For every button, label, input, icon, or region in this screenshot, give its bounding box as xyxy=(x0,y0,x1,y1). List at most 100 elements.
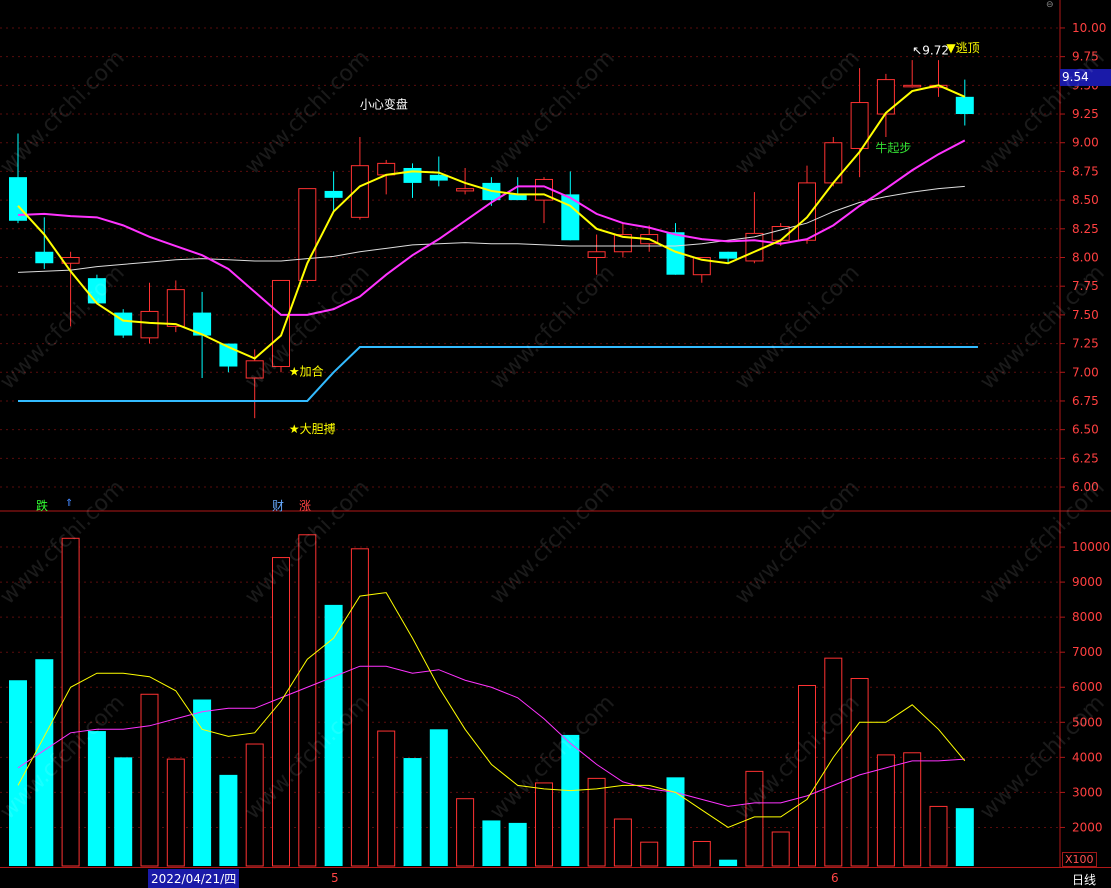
volume-tick-label: 7000 xyxy=(1072,645,1103,659)
candle-body-up xyxy=(692,257,711,276)
annotation-layer: 小心变盘 ★加合 ★大胆搏 牛起步 ↖9.72▼逃顶 xyxy=(289,41,980,436)
price-tick-label: 7.75 xyxy=(1072,279,1099,293)
candle-body-up xyxy=(456,188,475,192)
candle-body-up xyxy=(587,251,606,259)
candle-body-down xyxy=(719,251,738,259)
volume-bar-up xyxy=(377,730,396,867)
price-tick-label: 9.75 xyxy=(1072,50,1099,64)
volume-tick-label: 3000 xyxy=(1072,785,1103,799)
bottom-bar: 2022/04/21/四 5 6 日线 xyxy=(0,867,1111,888)
date-label: 2022/04/21/四 xyxy=(148,869,240,888)
candle-body-up xyxy=(245,360,264,379)
candle-body-up xyxy=(903,84,922,88)
volume-tick-label: 5000 xyxy=(1072,715,1103,729)
price-value-box: 9.54 xyxy=(1060,69,1111,86)
candle-body-down xyxy=(403,167,422,183)
period-label[interactable]: 日线 xyxy=(1072,873,1097,887)
volume-bar-up xyxy=(245,743,264,867)
candle-body-down xyxy=(87,278,106,304)
month-marker-5: 5 xyxy=(331,871,339,885)
volume-bar-up xyxy=(272,557,290,867)
volume-tick-label: 9000 xyxy=(1072,575,1103,589)
candle-body-down xyxy=(561,194,580,241)
volume-bar-up xyxy=(166,758,185,867)
support-line xyxy=(18,346,978,402)
price-tick-label: 8.00 xyxy=(1072,251,1099,265)
indicator-lines xyxy=(17,84,978,829)
volume-bar-up xyxy=(298,534,317,867)
volume-bar-down xyxy=(87,731,106,866)
blue-arrow-icon: ⇑ xyxy=(65,498,74,509)
volume-bar-up xyxy=(798,684,816,867)
price-tick-label: 6.50 xyxy=(1072,423,1099,437)
volume-bar-up xyxy=(350,548,369,867)
price-ma-white-line xyxy=(17,185,965,273)
volume-bar-down xyxy=(324,604,343,866)
price-tick-label: 7.50 xyxy=(1072,308,1099,322)
annotation-label: ★大胆搏 xyxy=(289,422,336,436)
price-tick-label: 9.00 xyxy=(1072,136,1099,150)
price-tick-label: 6.25 xyxy=(1072,451,1099,465)
window-close-icon[interactable]: ⊖ xyxy=(1046,0,1054,10)
price-tick-label: 6.00 xyxy=(1072,480,1099,494)
volume-tick-label: 4000 xyxy=(1072,750,1103,764)
signal-badge-zhang: 涨 xyxy=(299,499,312,513)
candle-body-down xyxy=(35,251,54,264)
volume-bar-down xyxy=(561,734,580,866)
candle-body-down xyxy=(324,190,343,198)
volume-bar-down xyxy=(955,808,974,866)
annotation-label: ▼逃顶 xyxy=(946,41,979,55)
price-tick-label: 10.00 xyxy=(1072,21,1106,35)
candle-body-up xyxy=(850,102,869,149)
price-tick-label: 9.25 xyxy=(1072,107,1099,121)
volume-unit-label: X100 xyxy=(1062,852,1097,867)
price-tick-label: 7.00 xyxy=(1072,365,1099,379)
volume-bar-down xyxy=(666,777,685,866)
price-tick-label: 8.75 xyxy=(1072,164,1099,178)
volume-ma-yellow-line xyxy=(17,592,966,829)
annotation-label: 小心变盘 xyxy=(360,96,408,111)
volume-tick-label: 10000 xyxy=(1072,540,1110,554)
volume-bar-up xyxy=(140,693,159,867)
volume-bar-down xyxy=(429,729,448,866)
price-value-label: 9.54 xyxy=(1062,70,1089,84)
price-tick-label: 7.25 xyxy=(1072,337,1099,351)
volume-bar-down xyxy=(219,774,238,866)
volume-bar-up xyxy=(587,777,606,867)
price-tick-label: 6.75 xyxy=(1072,394,1099,408)
volume-bar-down xyxy=(719,859,738,866)
candle-body-down xyxy=(666,232,685,275)
annotation-label: ↖9.72 xyxy=(912,43,949,57)
volume-bars xyxy=(9,534,974,867)
volume-bar-up xyxy=(824,657,843,867)
volume-bar-up xyxy=(745,770,764,867)
candle-body-up xyxy=(166,289,185,327)
volume-tick-label: 8000 xyxy=(1072,610,1103,624)
volume-bar-down xyxy=(508,822,527,866)
candle-body-down xyxy=(508,194,527,201)
signal-badge-cai: 财 xyxy=(272,499,285,513)
price-tick-label: 8.50 xyxy=(1072,193,1099,207)
volume-bar-up xyxy=(613,818,632,867)
volume-bar-up xyxy=(61,537,80,867)
price-ma-magenta-line xyxy=(17,139,966,316)
volume-bar-up xyxy=(456,798,475,867)
volume-bar-up xyxy=(535,782,553,867)
candle-body-up xyxy=(798,182,816,241)
volume-bar-up xyxy=(903,752,922,867)
volume-bar-up xyxy=(850,677,869,867)
volume-bar-up xyxy=(771,831,790,867)
candle-body-down xyxy=(193,312,212,336)
axes-layer: 6.00 6.25 6.50 6.75 7.00 7.25 7.50 7.75 8.00 8.25… xyxy=(0,0,1111,867)
candle-body-up xyxy=(298,188,317,281)
price-tick-label: 8.25 xyxy=(1072,222,1099,236)
candle-body-up xyxy=(350,165,369,218)
signal-badge-die: 跌 xyxy=(36,499,49,513)
candle-body-up xyxy=(272,279,290,368)
price-ma-yellow-line xyxy=(17,84,966,360)
volume-tick-label: 2000 xyxy=(1072,820,1103,834)
volume-bar-down xyxy=(114,757,133,866)
volume-bar-down xyxy=(9,680,27,866)
volume-bar-down xyxy=(403,758,422,866)
